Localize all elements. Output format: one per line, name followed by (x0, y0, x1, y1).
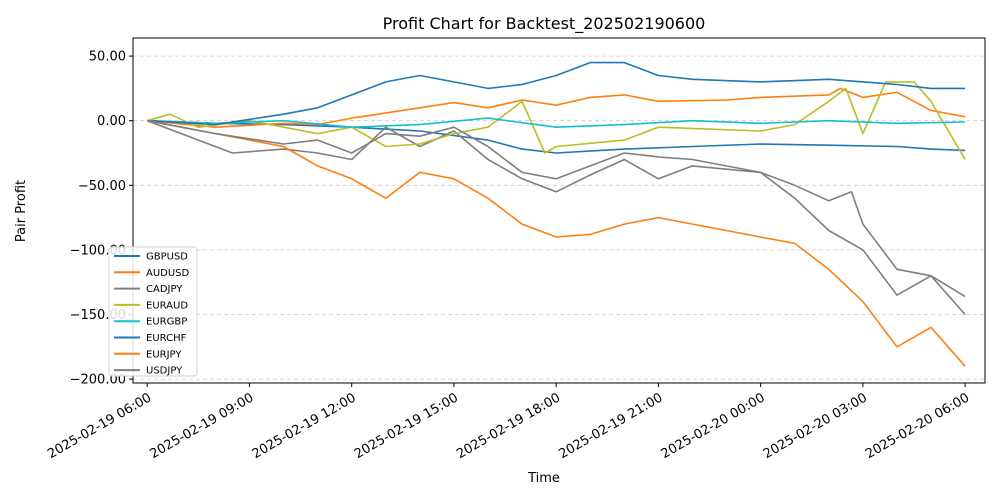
y-axis-label: Pair Profit (14, 180, 29, 242)
series-lines (146, 61, 966, 367)
legend-label: AUDUSD (146, 268, 190, 279)
legend-label: EURAUD (146, 300, 188, 311)
legend-label: CADJPY (146, 284, 183, 295)
chart-title: Profit Chart for Backtest_202502190600 (383, 14, 706, 34)
series-line-eurchf (147, 61, 966, 126)
series-line-eurgbp (147, 117, 966, 128)
series-line-usdjpy (147, 119, 966, 316)
x-axis-label: Time (527, 471, 560, 486)
series-line-eurjpy (147, 119, 966, 367)
series-line-cadjpy (146, 119, 966, 298)
legend-label: EURGBP (146, 317, 187, 328)
y-tick-label: 50.00 (89, 50, 126, 65)
y-tick-label: 0.00 (97, 114, 126, 129)
legend: GBPUSD AUDUSD CADJPY EURAUD EURGBP EURCHF EURJ… (108, 246, 198, 377)
legend-label: EURCHF (146, 333, 187, 344)
legend-box (108, 246, 198, 377)
series-line-gbpusd (147, 119, 966, 154)
legend-label: EURJPY (146, 349, 182, 360)
legend-label: GBPUSD (146, 252, 188, 263)
series-line-audusd (147, 87, 966, 128)
y-tick-label: −50.00 (78, 179, 126, 194)
plot-frame (132, 37, 986, 384)
legend-label: USDJPY (146, 366, 183, 377)
series-line-euraud (146, 81, 966, 160)
